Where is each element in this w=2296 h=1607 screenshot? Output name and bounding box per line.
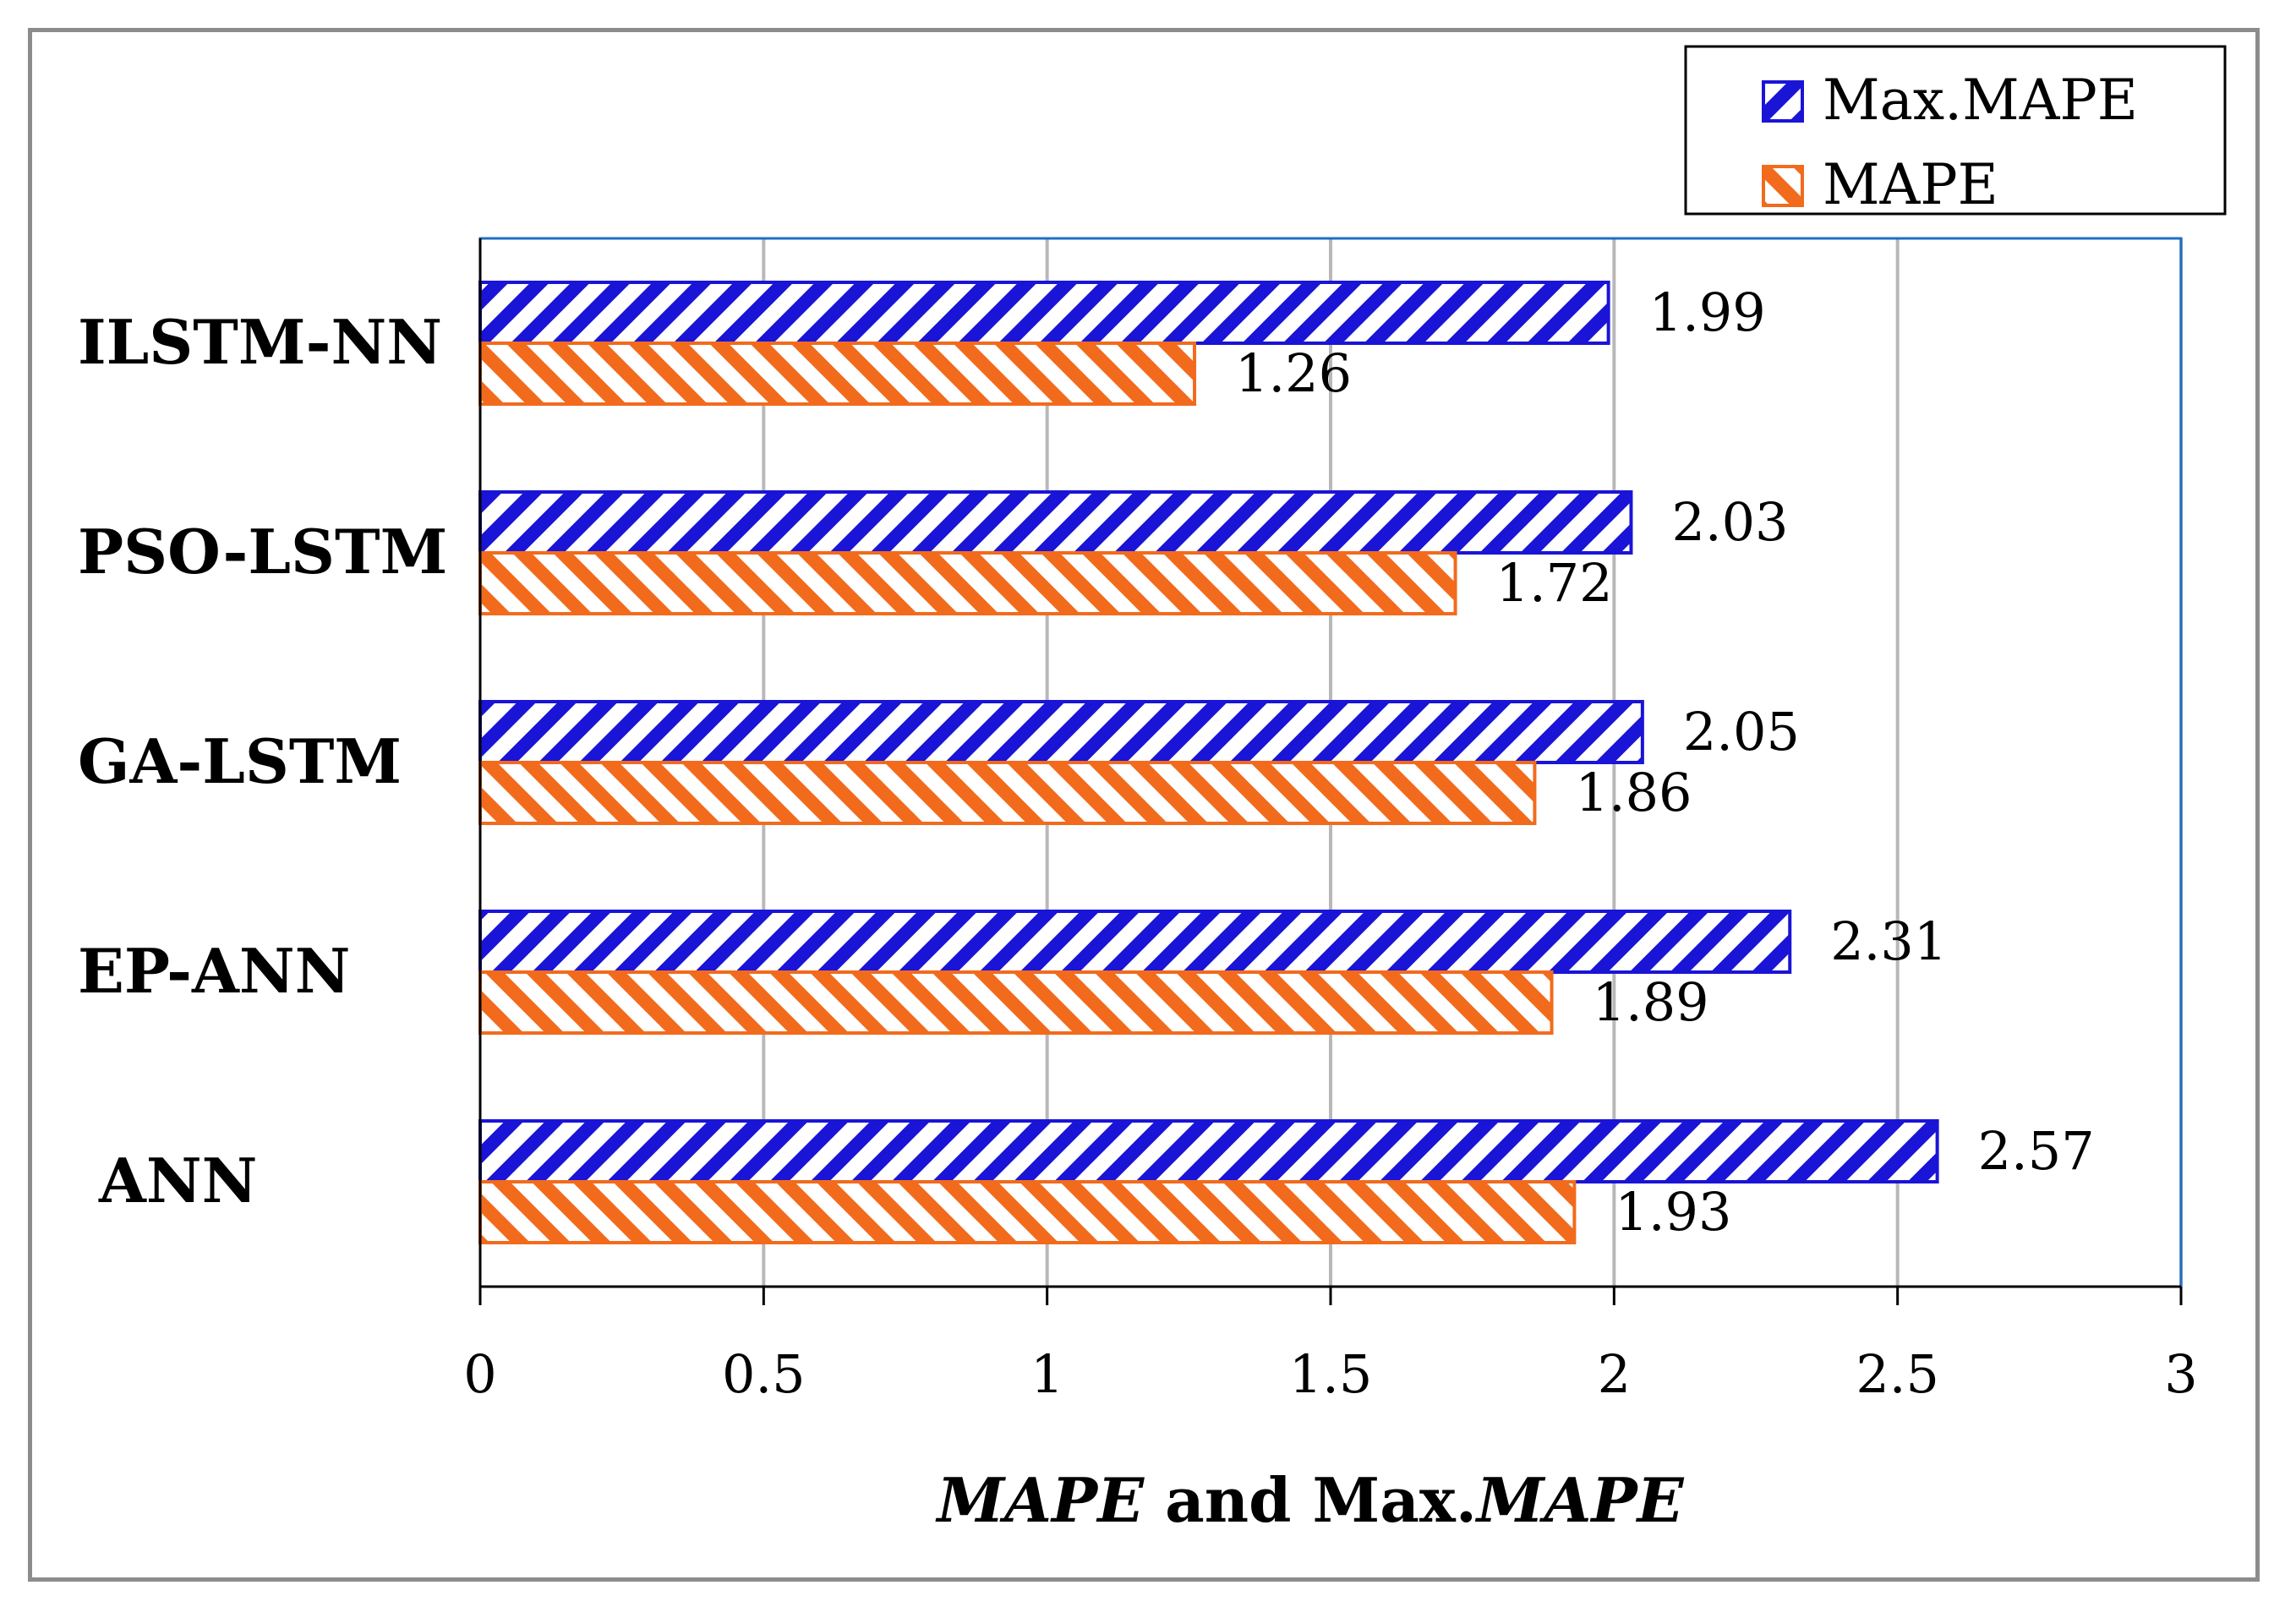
bar-max-mape-ilstm-nn	[478, 281, 1610, 345]
bar-max-mape-pso-lstm	[478, 490, 1633, 555]
data-label: 1.72	[1496, 552, 1613, 614]
data-label: 2.31	[1830, 910, 1947, 972]
x-axis-label: MAPE and Max.MAPE	[934, 1464, 1684, 1536]
category-label: GA-LSTM	[78, 725, 402, 797]
bar-mape-ann	[478, 1180, 1577, 1244]
x-axis: 0 0.5 1 1.5 2 2.5 3	[463, 238, 2198, 1405]
bar-max-mape-ga-lstm	[478, 700, 1644, 764]
data-label: 1.99	[1649, 281, 1766, 343]
bar-max-mape-ep-ann	[478, 910, 1792, 974]
category-label: PSO-LSTM	[78, 516, 447, 588]
data-label: 1.93	[1615, 1181, 1731, 1243]
bar-mape-ga-lstm	[478, 761, 1537, 825]
category-label: EP-ANN	[78, 935, 350, 1007]
category-label: ANN	[98, 1145, 258, 1216]
x-tick-label: 1.5	[1289, 1343, 1373, 1405]
x-tick-label: 2	[1598, 1343, 1631, 1405]
bar-mape-pso-lstm	[478, 551, 1457, 615]
x-axis-label-part: MAPE	[934, 1464, 1145, 1536]
legend-swatch	[1762, 80, 1804, 123]
legend: Max.MAPE MAPE	[1684, 45, 2227, 217]
data-label: 2.05	[1683, 701, 1800, 763]
bar-mape-ep-ann	[478, 970, 1554, 1035]
data-label: 1.89	[1593, 971, 1709, 1033]
x-tick-label: 3	[2164, 1343, 2197, 1405]
x-tick-label: 2.5	[1856, 1343, 1939, 1405]
x-axis-label-part: and Max.	[1144, 1464, 1477, 1536]
data-labels: 1.99 1.26 2.03 1.72 2.051.86 2.31 1.89 2.57 1.93	[1235, 281, 2095, 1243]
category-labels: ILSTM-NN PSO-LSTM GA-LSTM EP-ANN ANN	[78, 306, 447, 1216]
x-tick-label: 0.5	[722, 1343, 806, 1405]
data-label: 2.03	[1671, 491, 1788, 553]
x-tick-label: 0	[463, 1343, 496, 1405]
data-label: 1.86	[1575, 762, 1692, 823]
legend-swatch	[1762, 165, 1804, 207]
legend-label: MAPE	[1823, 152, 1998, 217]
x-axis-label-part: MAPE	[1474, 1464, 1685, 1536]
category-label: ILSTM-NN	[78, 306, 442, 378]
bars	[478, 281, 1939, 1244]
bar-max-mape-ann	[478, 1119, 1939, 1183]
legend-label: Max.MAPE	[1823, 68, 2138, 133]
x-tick-label: 1	[1030, 1343, 1063, 1405]
data-label: 2.57	[1978, 1120, 2095, 1182]
data-label: 1.26	[1235, 342, 1352, 404]
bar-mape-ilstm-nn	[478, 342, 1197, 406]
